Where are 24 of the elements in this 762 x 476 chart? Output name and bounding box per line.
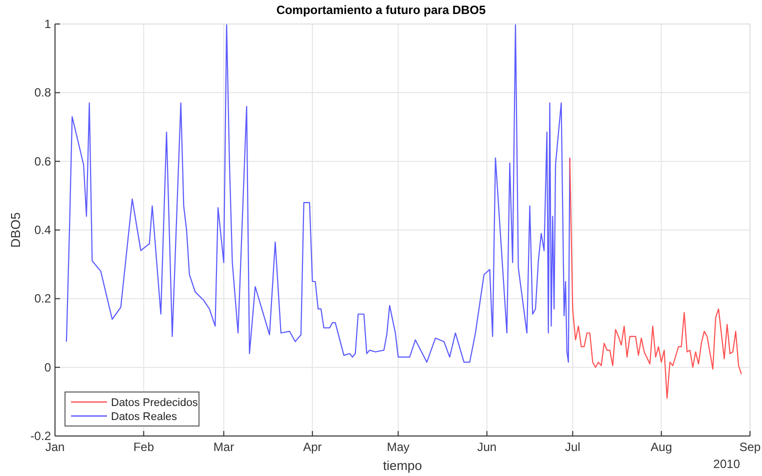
x-tick-label: Jun [477,440,497,454]
y-tick-label: 0.4 [34,223,52,237]
x-tick-label: Jan [45,440,65,454]
text: 2010 [713,457,740,471]
x-axis-title: tiempo [382,458,422,473]
line-series [569,157,742,399]
x-tick-label: Apr [303,440,322,454]
chart-title: Comportamiento a futuro para DBO5 [276,3,486,17]
y-tick-label: 1 [44,17,52,31]
y-tick-label: -0.2 [30,429,52,443]
y-axis-title: DBO5 [8,212,23,248]
x-tick-label: Aug [650,440,672,454]
y-tick-label: 0.8 [34,86,52,100]
x-tick-label: Sep [739,440,761,454]
legend-label: Datos Reales [111,411,178,423]
x-tick-label: Mar [213,440,234,454]
x-tick-label: Jul [565,440,580,454]
legend-label: Datos Predecidos [111,397,198,409]
y-tick-label: 0 [44,360,52,374]
x-tick-label: May [386,440,410,454]
y-tick-label: 0.2 [34,292,52,306]
y-tick-label: 0.6 [34,154,52,168]
line-series [66,23,570,363]
x-tick-label: Feb [133,440,154,454]
